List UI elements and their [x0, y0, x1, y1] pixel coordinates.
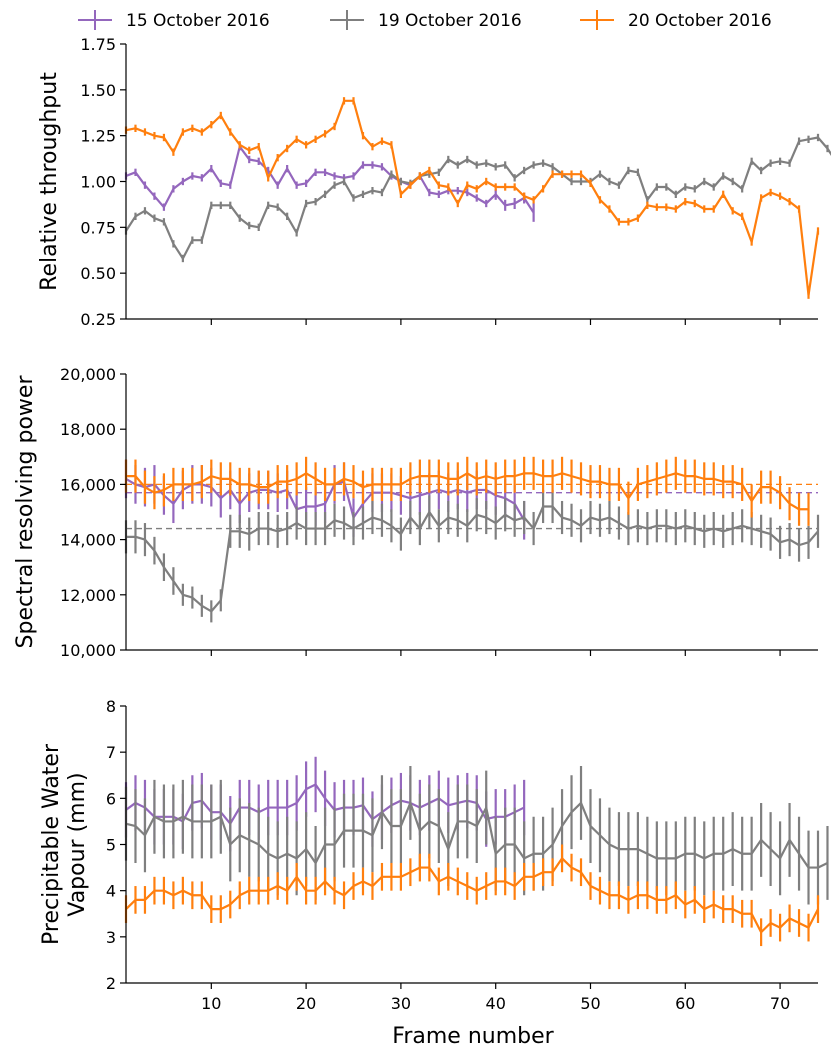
series-s19: [124, 766, 829, 905]
series-line-s20: [125, 857, 819, 934]
legend-label-s15: 15 October 2016: [126, 11, 270, 31]
chart-panels: 0.25 0.50 0.75 1.00 1.25 1.50 1.75 Relative thr…: [13, 35, 831, 1013]
y-tick-label: 0.50: [80, 264, 116, 283]
y-tick-label: 10,000: [60, 641, 116, 660]
y-tick-label: 12,000: [60, 586, 116, 605]
y-tick-label: 16,000: [60, 475, 116, 494]
y-tick-label: 7: [106, 743, 116, 762]
panel-3: 2 3 4 5 6 7 8 10 20 30 40 50 60 70 Precipitable Water V…: [39, 697, 829, 1013]
y-tick-label: 14,000: [60, 531, 116, 550]
y-tick-label: 8: [106, 697, 116, 716]
series-line-s19: [125, 136, 831, 260]
x-tick-label: 30: [391, 994, 411, 1013]
y-tick-label: 4: [106, 882, 116, 901]
y-tick-label: 1.50: [80, 81, 116, 100]
y-tick-label: 20,000: [60, 365, 116, 384]
x-tick-label: 40: [486, 994, 506, 1013]
series-line-s20: [126, 472, 809, 511]
legend: 15 October 2016 19 October 2016 20 October…: [78, 10, 772, 31]
series-s15: [124, 143, 535, 222]
x-tick-label: 70: [770, 994, 790, 1013]
y-tick-label: 0.25: [80, 310, 116, 329]
y-axis-label: Spectral resolving power: [13, 375, 38, 649]
x-tick-label: 10: [201, 994, 221, 1013]
series-s19: [124, 489, 820, 623]
y-tick-label: 18,000: [60, 420, 116, 439]
y-axis-label-line: Vapour (mm): [65, 772, 90, 916]
y-tick-label: 2: [106, 974, 116, 993]
x-axis-label: Frame number: [392, 1024, 554, 1049]
y-tick-label: 6: [106, 789, 116, 808]
series-line-s19: [126, 505, 819, 613]
series-s20: [124, 97, 820, 299]
y-tick-label: 1.25: [80, 127, 116, 146]
y-tick-label: 3: [106, 928, 116, 947]
legend-label-s20: 20 October 2016: [628, 11, 772, 31]
x-tick-label: 20: [296, 994, 316, 1013]
y-tick-label: 1.75: [80, 35, 116, 54]
y-tick-label: 0.75: [80, 218, 116, 237]
x-tick-label: 50: [580, 994, 600, 1013]
series-line-s20: [125, 99, 820, 297]
y-axis-label: Relative throughput: [37, 72, 62, 291]
y-tick-label: 1.00: [80, 173, 116, 192]
panel-1: 0.25 0.50 0.75 1.00 1.25 1.50 1.75 Relative thr…: [37, 35, 831, 329]
series-s19: [124, 133, 831, 263]
x-tick-label: 60: [675, 994, 695, 1013]
legend-label-s19: 19 October 2016: [378, 11, 522, 31]
panel-2: 10,000 12,000 14,000 16,000 18,000 20,000 Spec…: [13, 365, 820, 660]
series-line-s19: [125, 801, 828, 869]
series-line-s15: [125, 145, 535, 214]
y-axis-label-line: Precipitable Water: [39, 743, 64, 945]
y-tick-label: 5: [106, 836, 116, 855]
